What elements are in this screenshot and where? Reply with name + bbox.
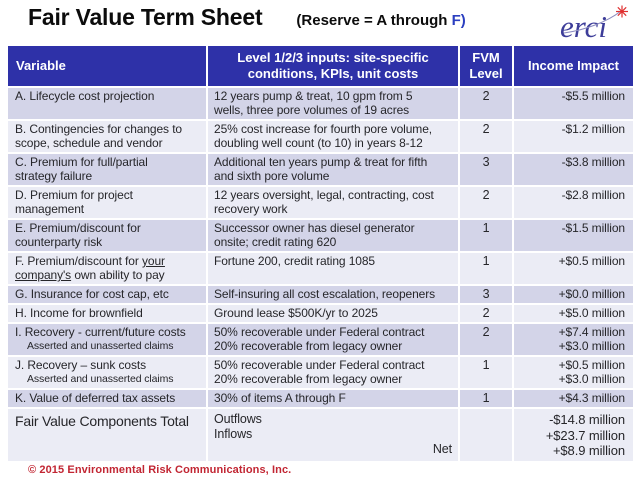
inputs-cell: 50% recoverable under Federal contract 20… — [208, 357, 458, 388]
fvm-level-cell: 2 — [460, 305, 512, 322]
variable-cell: A. Lifecycle cost projection — [8, 88, 206, 119]
fvm-level-cell: 3 — [460, 286, 512, 303]
table-total-section: Fair Value Components Total Outflows Inf… — [8, 409, 633, 461]
variable-cell: K. Value of deferred tax assets — [8, 390, 206, 407]
income-impact-cell: +$5.0 million — [514, 305, 633, 322]
total-net-value: +$8.9 million — [552, 443, 625, 458]
header-inputs: Level 1/2/3 inputs: site-specific condit… — [208, 46, 458, 86]
header-variable: Variable — [8, 46, 206, 86]
fvm-level-cell: 1 — [460, 220, 512, 251]
subtitle-prefix: (Reserve = A through — [296, 12, 452, 29]
table-body: A. Lifecycle cost projection 12 years pum… — [8, 88, 633, 407]
variable-subnote: Asserted and unasserted claims — [27, 340, 174, 352]
inputs-cell: Self-insuring all cost escalation, reope… — [208, 286, 458, 303]
income-impact-cell: +$0.5 million +$3.0 million — [514, 357, 633, 388]
total-label-cell: Fair Value Components Total — [8, 409, 206, 461]
income-impact-cell: +$0.0 million — [514, 286, 633, 303]
net-label: Net — [432, 442, 452, 456]
variable-cell: G. Insurance for cost cap, etc — [8, 286, 206, 303]
income-impact-cell: -$5.5 million — [514, 88, 633, 119]
fvm-level-cell: 1 — [460, 253, 512, 284]
logo-wordmark: erci — [560, 9, 607, 44]
fvm-level-cell: 1 — [460, 357, 512, 388]
table-row: G. Insurance for cost cap, etc Self-insur… — [8, 286, 633, 303]
variable-cell: J. Recovery – sunk costs Asserted and una… — [8, 357, 206, 388]
table-row: K. Value of deferred tax assets 30% of it… — [8, 390, 633, 407]
inputs-cell: 12 years oversight, legal, contracting, … — [208, 187, 458, 218]
income-impact-cell: +$7.4 million +$3.0 million — [514, 324, 633, 355]
total-outflows-value: -$14.8 million — [549, 412, 625, 427]
income-impact-cell: -$3.8 million — [514, 154, 633, 185]
subtitle-highlight: F) — [451, 12, 466, 29]
logo-swash — [563, 10, 622, 34]
inputs-cell: 25% cost increase for fourth pore volume… — [208, 121, 458, 152]
table-row: I. Recovery - current/future costs Assert… — [8, 324, 633, 355]
table-row: E. Premium/discount for counterparty risk… — [8, 220, 633, 251]
income-impact-cell: +$4.3 million — [514, 390, 633, 407]
fvm-level-cell: 2 — [460, 88, 512, 119]
header-variable-label: Variable — [16, 58, 66, 73]
outflows-label: Outflows — [214, 412, 262, 426]
variable-cell: F. Premium/discount for your company's ow… — [8, 253, 206, 284]
table-row: A. Lifecycle cost projection 12 years pum… — [8, 88, 633, 119]
header-inputs-line2: conditions, KPIs, unit costs — [247, 66, 419, 81]
inputs-cell: 30% of items A through F — [208, 390, 458, 407]
header-fvm-level: FVM Level — [460, 46, 512, 86]
fvm-level-cell: 1 — [460, 390, 512, 407]
inputs-cell: 50% recoverable under Federal contract 20… — [208, 324, 458, 355]
fvm-level-cell: 2 — [460, 187, 512, 218]
header-income-impact: Income Impact — [514, 46, 633, 86]
fair-value-table: Variable Level 1/2/3 inputs: site-specif… — [6, 44, 635, 463]
logo-spark-icon — [616, 5, 628, 18]
page-subtitle: (Reserve = A through F) — [296, 12, 465, 29]
income-impact-cell: -$2.8 million — [514, 187, 633, 218]
variable-cell: C. Premium for full/partial strategy fail… — [8, 154, 206, 185]
total-row: Fair Value Components Total Outflows Inf… — [8, 409, 633, 461]
inputs-cell: Successor owner has diesel generator onsi… — [208, 220, 458, 251]
income-impact-cell: -$1.2 million — [514, 121, 633, 152]
table-row: D. Premium for project management 12 years… — [8, 187, 633, 218]
table-row: B. Contingencies for changes to scope, sc… — [8, 121, 633, 152]
variable-cell: B. Contingencies for changes to scope, sc… — [8, 121, 206, 152]
variable-cell: I. Recovery - current/future costs Assert… — [8, 324, 206, 355]
header-inputs-line1: Level 1/2/3 inputs: site-specific — [237, 50, 429, 65]
inputs-cell: Ground lease $500K/yr to 2025 — [208, 305, 458, 322]
total-impact-cell: -$14.8 million +$23.7 million +$8.9 mill… — [514, 409, 633, 461]
inputs-cell: Fortune 200, credit rating 1085 — [208, 253, 458, 284]
total-flows-cell: Outflows Inflows Net — [208, 409, 458, 461]
variable-cell: D. Premium for project management — [8, 187, 206, 218]
income-impact-cell: -$1.5 million — [514, 220, 633, 251]
total-inflows-value: +$23.7 million — [545, 427, 625, 443]
footer-copyright: © 2015 Environmental Risk Communications… — [28, 464, 292, 476]
total-fvm-cell — [460, 409, 512, 461]
inputs-cell: Additional ten years pump & treat for fi… — [208, 154, 458, 185]
inputs-cell: 12 years pump & treat, 10 gpm from 5 well… — [208, 88, 458, 119]
header-fvm-line1: FVM — [472, 50, 500, 65]
header-income-impact-label: Income Impact — [527, 58, 620, 73]
title-bar: Fair Value Term Sheet (Reserve = A throu… — [28, 4, 635, 46]
fvm-level-cell: 2 — [460, 121, 512, 152]
variable-subnote: Asserted and unasserted claims — [27, 373, 174, 385]
table-row: F. Premium/discount for your company's ow… — [8, 253, 633, 284]
table-row: H. Income for brownfield Ground lease $50… — [8, 305, 633, 322]
variable-cell: H. Income for brownfield — [8, 305, 206, 322]
variable-cell: E. Premium/discount for counterparty risk — [8, 220, 206, 251]
table-row: C. Premium for full/partial strategy fail… — [8, 154, 633, 185]
fvm-level-cell: 2 — [460, 324, 512, 355]
erci-logo-graphic: erci — [560, 5, 628, 44]
fvm-level-cell: 3 — [460, 154, 512, 185]
table-header-row: Variable Level 1/2/3 inputs: site-specif… — [8, 46, 633, 86]
erci-logo: erci — [557, 4, 635, 46]
page-title: Fair Value Term Sheet — [28, 4, 263, 30]
table-row: J. Recovery – sunk costs Asserted and una… — [8, 357, 633, 388]
inflows-label: Inflows — [214, 427, 253, 441]
income-impact-cell: +$0.5 million — [514, 253, 633, 284]
header-fvm-line2: Level — [469, 66, 503, 81]
